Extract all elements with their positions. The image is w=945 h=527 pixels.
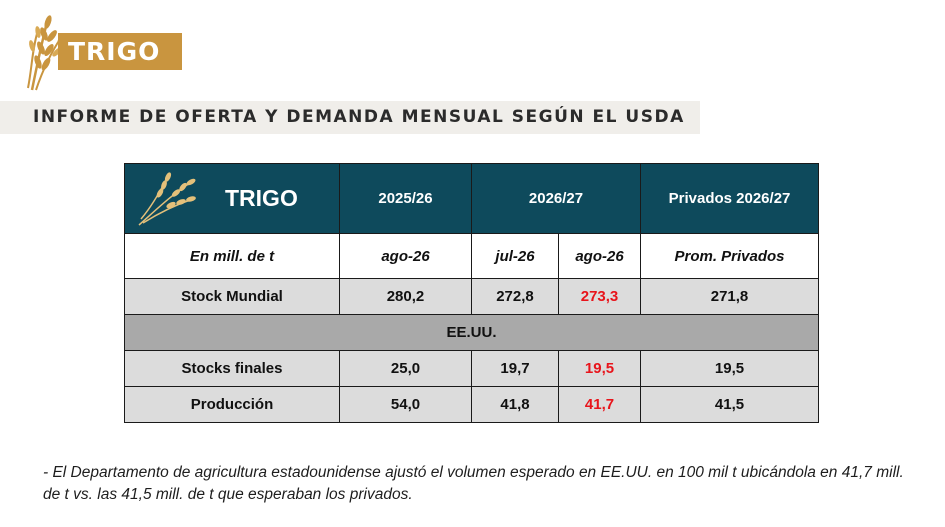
table-brand-label: TRIGO bbox=[225, 185, 298, 211]
table-row: Stock Mundial 280,2 272,8 273,3 271,8 bbox=[124, 278, 820, 315]
table-cell: 41,8 bbox=[471, 386, 559, 423]
table-cell-highlight: 273,3 bbox=[557, 278, 642, 315]
table-row: Producción 54,0 41,8 41,7 41,5 bbox=[124, 386, 820, 423]
table-cell: 272,8 bbox=[471, 278, 559, 315]
table-cell: 25,0 bbox=[339, 350, 472, 387]
data-table: TRIGO 2025/26 2026/27 Privados 2026/27 E… bbox=[123, 163, 820, 423]
page-title: TRIGO bbox=[58, 33, 182, 70]
table-cell: 19,7 bbox=[471, 350, 559, 387]
table-cell: 271,8 bbox=[640, 278, 820, 315]
table-cell-highlight: 41,7 bbox=[557, 386, 642, 423]
subtitle: INFORME DE OFERTA Y DEMANDA MENSUAL SEGÚ… bbox=[33, 107, 685, 127]
row-label: Stocks finales bbox=[124, 350, 340, 387]
col-header-2026-27: 2026/27 bbox=[470, 163, 642, 234]
col-header-privados: Privados 2026/27 bbox=[640, 163, 820, 234]
section-label: EE.UU. bbox=[123, 314, 820, 351]
col-header-2025-26: 2025/26 bbox=[339, 163, 472, 234]
subheader-ago-26-prev: ago-26 bbox=[339, 233, 472, 279]
row-label: Stock Mundial bbox=[124, 278, 340, 315]
subtitle-bar: INFORME DE OFERTA Y DEMANDA MENSUAL SEGÚ… bbox=[0, 101, 700, 134]
section-row: EE.UU. bbox=[123, 314, 820, 351]
subheader-prom-privados: Prom. Privados bbox=[640, 233, 820, 279]
table-cell: 41,5 bbox=[640, 386, 820, 423]
table-row: Stocks finales 25,0 19,7 19,5 19,5 bbox=[124, 350, 820, 387]
row-label: Producción bbox=[124, 386, 340, 423]
wheat-icon bbox=[138, 172, 196, 226]
table-header-row: TRIGO 2025/26 2026/27 Privados 2026/27 bbox=[124, 163, 820, 234]
table-cell-highlight: 19,5 bbox=[557, 350, 642, 387]
header-brand-cell: TRIGO bbox=[124, 163, 340, 234]
footnote: - El Departamento de agricultura estadou… bbox=[43, 464, 904, 503]
table-cell: 54,0 bbox=[339, 386, 472, 423]
subheader-jul-26: jul-26 bbox=[471, 233, 559, 279]
table-cell: 280,2 bbox=[339, 278, 472, 315]
table-cell: 19,5 bbox=[640, 350, 820, 387]
unit-label: En mill. de t bbox=[124, 233, 340, 279]
subheader-ago-26: ago-26 bbox=[557, 233, 642, 279]
table-subheader-row: En mill. de t ago-26 jul-26 ago-26 Prom.… bbox=[124, 233, 820, 279]
